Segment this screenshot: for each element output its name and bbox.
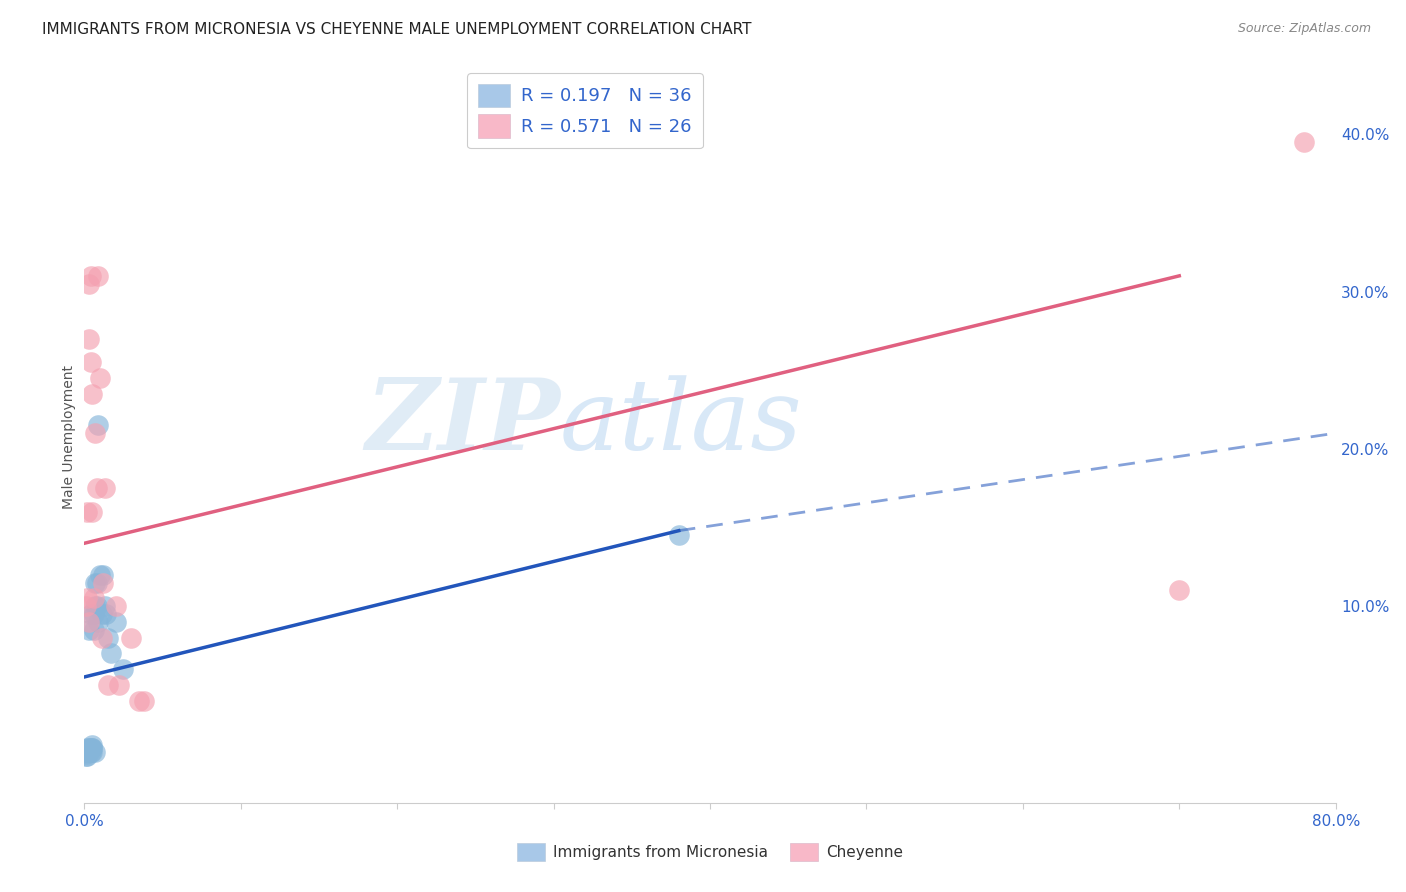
Point <box>96 607 118 621</box>
Point <box>120 631 142 645</box>
Point <box>112 662 135 676</box>
Point <box>82 387 104 401</box>
Point <box>77 746 100 760</box>
Point <box>83 607 105 621</box>
Point <box>79 355 101 369</box>
Point <box>89 371 111 385</box>
Text: ZIP: ZIP <box>366 375 560 471</box>
Point <box>82 740 104 755</box>
Point <box>86 481 108 495</box>
Point <box>82 746 104 760</box>
Point <box>90 607 112 621</box>
Point <box>90 631 112 645</box>
Point <box>107 678 129 692</box>
Point <box>75 746 97 760</box>
Point <box>97 631 120 645</box>
Point <box>87 418 110 433</box>
Point <box>75 747 97 761</box>
Text: IMMIGRANTS FROM MICRONESIA VS CHEYENNE MALE UNEMPLOYMENT CORRELATION CHART: IMMIGRANTS FROM MICRONESIA VS CHEYENNE M… <box>42 22 752 37</box>
Point <box>93 481 115 495</box>
Point <box>668 528 690 542</box>
Point <box>86 575 108 590</box>
Text: atlas: atlas <box>560 375 803 470</box>
Point <box>84 575 107 590</box>
Point <box>128 693 150 707</box>
Point <box>79 740 101 755</box>
Point <box>79 746 101 760</box>
Point <box>87 615 110 629</box>
Point <box>84 426 107 441</box>
Text: Source: ZipAtlas.com: Source: ZipAtlas.com <box>1237 22 1371 36</box>
Point <box>83 591 105 606</box>
Point <box>100 646 122 660</box>
Point <box>75 599 97 614</box>
Point <box>79 607 101 621</box>
Point <box>77 623 100 637</box>
Point <box>82 738 104 752</box>
Point <box>104 615 127 629</box>
Point <box>79 268 101 283</box>
Point <box>1168 583 1191 598</box>
Point <box>77 740 100 755</box>
Point <box>75 748 97 763</box>
Point <box>83 623 105 637</box>
Point <box>77 277 100 291</box>
Point <box>77 332 100 346</box>
Point <box>104 599 127 614</box>
Point <box>76 591 98 606</box>
Y-axis label: Male Unemployment: Male Unemployment <box>62 365 76 509</box>
Point <box>76 740 98 755</box>
Point <box>93 599 115 614</box>
Point <box>91 567 114 582</box>
Point <box>89 567 111 582</box>
Point <box>82 740 104 755</box>
Legend: Immigrants from Micronesia, Cheyenne: Immigrants from Micronesia, Cheyenne <box>510 836 910 868</box>
Point <box>84 746 107 760</box>
Point <box>86 599 108 614</box>
Point <box>1294 135 1316 149</box>
Point <box>84 599 107 614</box>
Point <box>82 505 104 519</box>
Point <box>132 693 155 707</box>
Point <box>91 575 114 590</box>
Point <box>77 744 100 758</box>
Point <box>76 748 98 763</box>
Point <box>77 615 100 629</box>
Point <box>87 268 110 283</box>
Point <box>76 505 98 519</box>
Point <box>97 678 120 692</box>
Point <box>76 746 98 760</box>
